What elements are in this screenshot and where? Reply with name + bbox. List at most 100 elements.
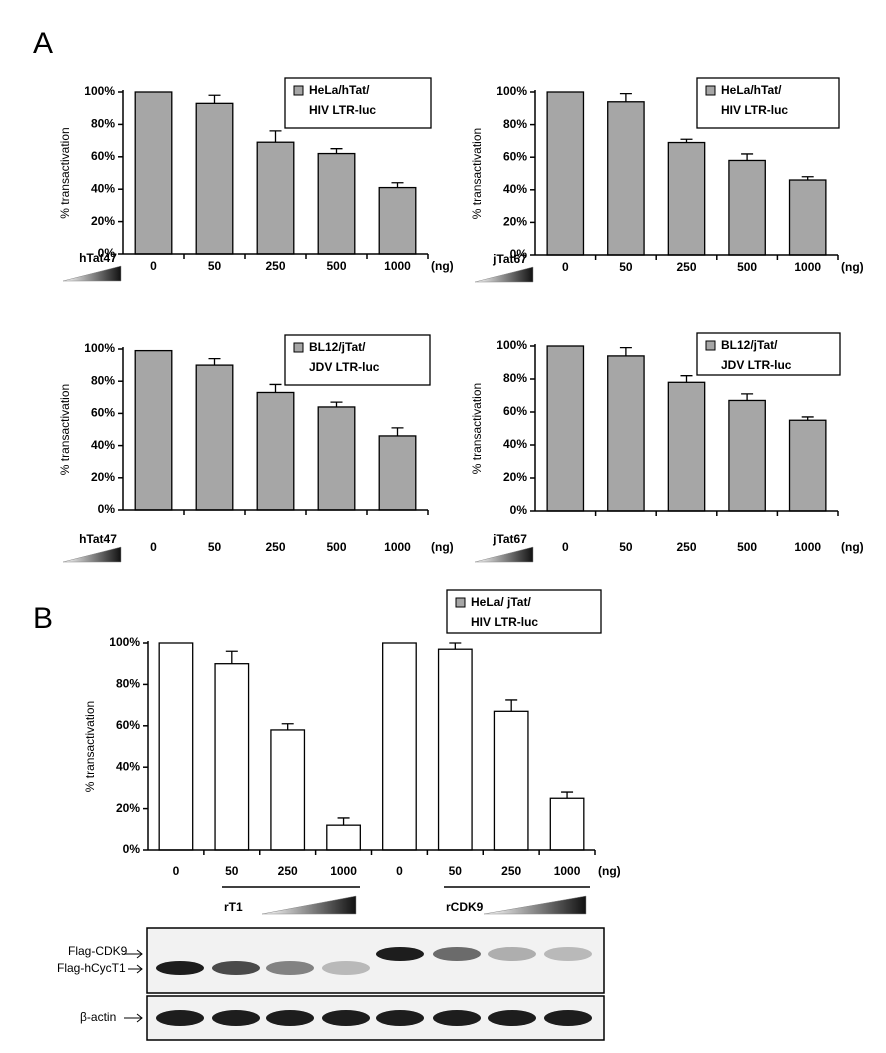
y-tick-label: 20% <box>91 470 115 484</box>
dose-ramp <box>62 265 122 282</box>
x-tick-label: 500 <box>326 540 346 554</box>
bar <box>378 435 417 511</box>
error-bar <box>741 153 754 161</box>
y-tick-label: 40% <box>503 182 527 196</box>
y-tick-label: 80% <box>116 677 140 691</box>
blot-panel <box>146 927 605 994</box>
legend-box <box>696 332 841 376</box>
y-tick-label: 40% <box>91 438 115 452</box>
x-tick-label: 0 <box>396 864 403 878</box>
error-bar <box>801 416 814 421</box>
y-tick-label: 80% <box>91 373 115 387</box>
error-bar <box>680 138 693 143</box>
dose-ramp <box>62 546 122 563</box>
bar <box>607 355 645 512</box>
legend-entry: HeLa/ jTat/ HIV LTR-luc <box>471 595 539 629</box>
bar <box>326 824 361 851</box>
treatment-label: jTat67 <box>492 252 527 266</box>
legend-swatch <box>293 85 304 96</box>
legend-box <box>696 77 840 129</box>
y-tick-label: 80% <box>503 371 527 385</box>
blot-band <box>212 1010 260 1026</box>
error-bar <box>269 130 282 143</box>
y-tick-label: 100% <box>84 341 115 355</box>
x-tick-label: 0 <box>150 259 157 273</box>
panel-label: A <box>33 27 53 60</box>
bar <box>134 91 173 255</box>
x-tick-label: 0 <box>150 540 157 554</box>
blot-bands <box>156 947 592 1026</box>
blot-label: Flag-CDK9 <box>68 944 128 958</box>
error-bar <box>269 383 282 393</box>
y-tick-label: 0% <box>98 502 116 516</box>
treatment-label: hTat47 <box>79 251 117 265</box>
x-tick-label: 50 <box>225 864 239 878</box>
y-tick-label: 80% <box>91 117 115 131</box>
legend: BL12/jTat/ JDV LTR-luc <box>721 338 792 372</box>
error-bar <box>801 176 814 181</box>
legend-swatch <box>293 342 304 353</box>
y-axis-label: % transactivation <box>58 384 72 475</box>
blot-band <box>376 947 424 961</box>
bar <box>788 179 827 256</box>
error-bar <box>619 347 632 356</box>
bar <box>382 642 417 851</box>
bar <box>493 710 529 851</box>
y-axis-label: % transactivation <box>470 128 484 219</box>
blot-band <box>156 961 204 975</box>
legend-entry: BL12/jTat/ JDV LTR-luc <box>721 338 792 372</box>
blot-band <box>433 947 481 961</box>
x-unit: (ng) <box>598 864 621 878</box>
x-tick-label: 500 <box>737 540 757 554</box>
x-tick-label: 0 <box>562 260 569 274</box>
x-unit: (ng) <box>431 540 454 554</box>
x-unit: (ng) <box>841 260 864 274</box>
error-bar <box>619 92 632 102</box>
panel-label: B <box>33 602 53 635</box>
y-tick-label: 20% <box>91 214 115 228</box>
legend: HeLa/hTat/ HIV LTR-luc <box>309 83 377 117</box>
y-tick-label: 20% <box>116 801 140 815</box>
blot-band <box>266 1010 314 1026</box>
x-tick-label: 50 <box>449 864 463 878</box>
x-tick-label: 1000 <box>794 260 821 274</box>
x-tick-label: 250 <box>676 540 696 554</box>
error-bar <box>449 642 462 650</box>
y-tick-label: 40% <box>503 437 527 451</box>
x-tick-label: 500 <box>737 260 757 274</box>
legend-entry: BL12/jTat/ JDV LTR-luc <box>309 340 380 374</box>
x-tick-label: 500 <box>326 259 346 273</box>
y-tick-label: 100% <box>496 338 527 352</box>
bar <box>728 399 766 512</box>
bar <box>788 419 827 512</box>
error-bar <box>505 699 518 712</box>
dose-ramp <box>483 895 587 915</box>
error-bar <box>208 358 221 366</box>
blot-band <box>544 1010 592 1026</box>
legend-box <box>284 77 432 129</box>
x-unit: (ng) <box>841 540 864 554</box>
bar <box>317 152 356 255</box>
legend: BL12/jTat/ JDV LTR-luc <box>309 340 380 374</box>
y-tick-label: 80% <box>503 117 527 131</box>
bar <box>728 159 766 256</box>
blot-band <box>433 1010 481 1026</box>
y-tick-label: 60% <box>91 149 115 163</box>
y-tick-label: 20% <box>503 470 527 484</box>
treatment-label: hTat47 <box>79 532 117 546</box>
bar <box>549 797 585 851</box>
y-tick-label: 100% <box>109 635 140 649</box>
bar <box>546 345 585 512</box>
legend-entry: HeLa/hTat/ HIV LTR-luc <box>309 83 377 117</box>
legend: HeLa/hTat/ HIV LTR-luc <box>721 83 788 117</box>
x-tick-label: 50 <box>619 540 633 554</box>
bar <box>195 364 234 511</box>
y-axis-label: % transactivation <box>58 127 72 218</box>
bar <box>158 642 194 851</box>
x-tick-label: 250 <box>278 864 298 878</box>
y-tick-label: 0% <box>98 246 116 260</box>
y-tick-label: 60% <box>116 718 140 732</box>
blot-band <box>376 1010 424 1026</box>
blot-label: Flag-hCycT1 <box>57 961 126 975</box>
